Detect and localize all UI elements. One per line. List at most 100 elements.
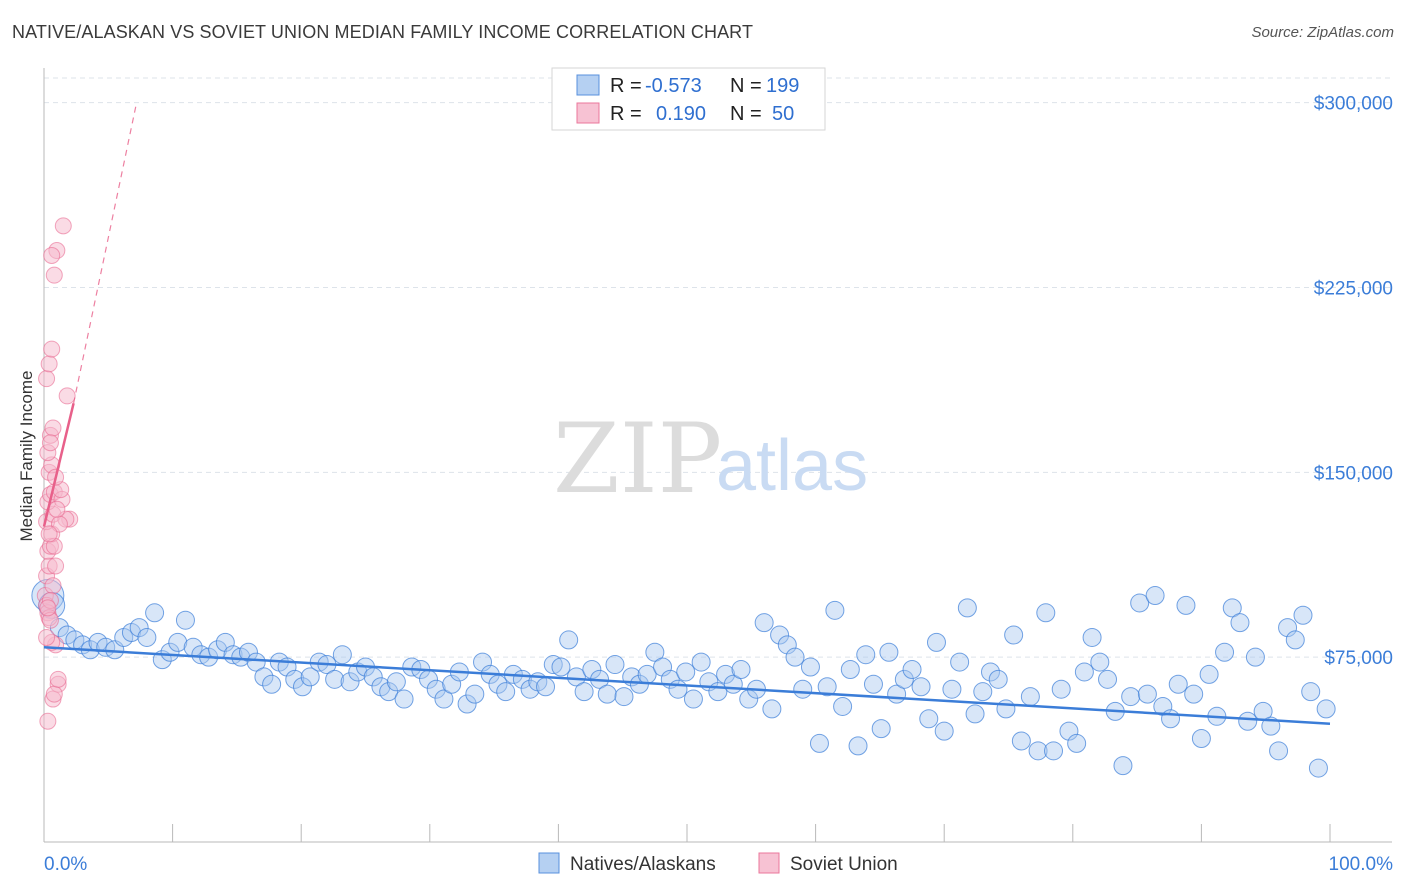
point-natives <box>1176 595 1196 615</box>
point-natives <box>833 696 853 716</box>
y-tick-label: $150,000 <box>1314 463 1393 484</box>
point-natives <box>254 667 274 687</box>
point-natives <box>683 689 703 709</box>
point-natives <box>582 659 602 679</box>
point-natives <box>653 657 673 677</box>
point-natives <box>559 630 579 650</box>
point-natives <box>754 613 774 633</box>
point-natives <box>919 709 939 729</box>
legend-r-label-2: R = <box>610 103 642 125</box>
point-natives <box>129 618 149 638</box>
point-natives <box>1036 603 1056 623</box>
point-natives <box>543 655 563 675</box>
point-natives <box>785 647 805 667</box>
point-natives <box>996 699 1016 719</box>
point-natives <box>894 669 914 689</box>
point-soviet <box>40 525 58 543</box>
point-natives <box>1137 684 1157 704</box>
legend-soviet-label: Soviet Union <box>790 854 898 875</box>
point-natives <box>1051 679 1071 699</box>
point-natives <box>840 659 860 679</box>
point-natives <box>1090 652 1110 672</box>
point-natives <box>457 694 477 714</box>
series-legend: Natives/Alaskans Soviet Union <box>538 852 898 875</box>
point-natives <box>1074 662 1094 682</box>
point-natives <box>1113 756 1133 776</box>
point-natives <box>379 682 399 702</box>
point-natives <box>1044 741 1064 761</box>
point-natives <box>551 657 571 677</box>
point-natives <box>1222 598 1242 618</box>
point-natives <box>809 733 829 753</box>
point-natives <box>911 677 931 697</box>
point-natives <box>1130 593 1150 613</box>
watermark-zip: ZIP <box>553 403 722 515</box>
point-natives <box>292 677 312 697</box>
point-natives <box>325 669 345 689</box>
point-soviet <box>45 685 63 703</box>
point-natives <box>520 679 540 699</box>
legend-swatch-pink <box>576 102 600 124</box>
legend-n-label-2: N = <box>730 103 762 125</box>
point-natives <box>988 669 1008 689</box>
point-natives <box>1293 605 1313 625</box>
point-natives <box>1067 733 1087 753</box>
legend-r-label-1: R = <box>610 75 642 97</box>
point-natives <box>926 632 946 652</box>
point-natives <box>1184 684 1204 704</box>
point-natives <box>1020 687 1040 707</box>
point-natives <box>950 652 970 672</box>
point-natives <box>957 598 977 618</box>
tick-labels: $75,000 $150,000 $225,000 $300,000 0.0% 100.0… <box>44 94 1393 875</box>
point-natives <box>137 627 157 647</box>
point-soviet <box>54 217 72 235</box>
point-natives <box>942 679 962 699</box>
point-natives <box>825 600 845 620</box>
legend-n-value-2: 50 <box>772 103 794 125</box>
legend-natives-label: Natives/Alaskans <box>570 854 716 875</box>
point-natives <box>1161 709 1181 729</box>
gridlines <box>44 77 1392 658</box>
point-soviet <box>48 500 66 518</box>
point-natives <box>856 645 876 665</box>
point-natives <box>394 689 414 709</box>
legend-r-value-2: 0.190 <box>656 103 706 125</box>
watermark-atlas: atlas <box>716 426 868 506</box>
point-natives <box>1230 613 1250 633</box>
point-natives <box>1316 699 1336 719</box>
legend-natives-swatch <box>538 852 560 874</box>
point-natives <box>175 610 195 630</box>
point-soviet <box>49 670 67 688</box>
point-natives <box>1168 674 1188 694</box>
point-soviet <box>41 434 59 452</box>
point-natives <box>1191 728 1211 748</box>
y-tick-label: $225,000 <box>1314 278 1393 299</box>
point-natives <box>817 677 837 697</box>
point-natives <box>168 632 188 652</box>
point-natives <box>1098 669 1118 689</box>
point-natives <box>800 657 820 677</box>
point-natives <box>1301 682 1321 702</box>
point-natives <box>536 677 556 697</box>
point-natives <box>770 625 790 645</box>
point-natives <box>465 684 485 704</box>
point-natives <box>980 662 1000 682</box>
point-natives <box>340 672 360 692</box>
point-natives <box>762 699 782 719</box>
point-soviet <box>40 355 58 373</box>
point-natives <box>1082 627 1102 647</box>
point-natives <box>871 719 891 739</box>
point-natives <box>1308 758 1328 778</box>
y-axis-label: Median Family Income <box>17 370 36 541</box>
chart-source: Source: ZipAtlas.com <box>1251 24 1394 41</box>
legend-n-label-1: N = <box>730 75 762 97</box>
point-natives <box>1004 625 1024 645</box>
point-natives <box>262 674 282 694</box>
point-natives <box>848 736 868 756</box>
point-soviet <box>44 577 62 595</box>
point-soviet <box>38 628 56 646</box>
point-natives <box>716 664 736 684</box>
point-natives <box>934 721 954 741</box>
y-tick-label: $300,000 <box>1314 94 1393 115</box>
